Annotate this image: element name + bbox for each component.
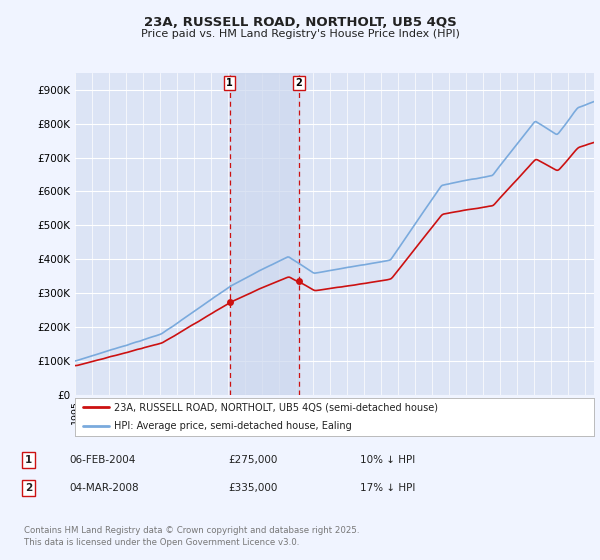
Text: £335,000: £335,000	[228, 483, 277, 493]
Text: 2: 2	[296, 78, 302, 88]
Text: 1: 1	[25, 455, 32, 465]
Text: 06-FEB-2004: 06-FEB-2004	[69, 455, 136, 465]
Text: 04-MAR-2008: 04-MAR-2008	[69, 483, 139, 493]
Bar	[230, 73, 299, 395]
Text: 23A, RUSSELL ROAD, NORTHOLT, UB5 4QS (semi-detached house): 23A, RUSSELL ROAD, NORTHOLT, UB5 4QS (se…	[114, 402, 438, 412]
Text: Price paid vs. HM Land Registry's House Price Index (HPI): Price paid vs. HM Land Registry's House …	[140, 29, 460, 39]
Text: HPI: Average price, semi-detached house, Ealing: HPI: Average price, semi-detached house,…	[114, 421, 352, 431]
Text: 17% ↓ HPI: 17% ↓ HPI	[360, 483, 415, 493]
Text: 10% ↓ HPI: 10% ↓ HPI	[360, 455, 415, 465]
Text: 23A, RUSSELL ROAD, NORTHOLT, UB5 4QS: 23A, RUSSELL ROAD, NORTHOLT, UB5 4QS	[143, 16, 457, 29]
Text: £275,000: £275,000	[228, 455, 277, 465]
Text: 2: 2	[25, 483, 32, 493]
Text: Contains HM Land Registry data © Crown copyright and database right 2025.
This d: Contains HM Land Registry data © Crown c…	[24, 526, 359, 547]
Text: 1: 1	[226, 78, 233, 88]
